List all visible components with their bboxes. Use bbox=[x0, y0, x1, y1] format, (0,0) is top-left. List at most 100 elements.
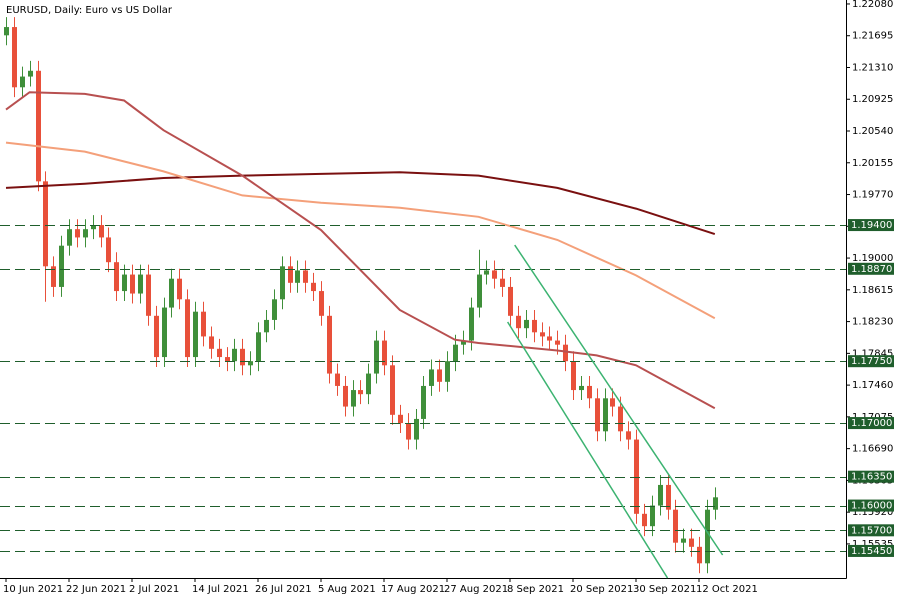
candle-body bbox=[343, 385, 348, 407]
candle-body bbox=[36, 70, 41, 182]
y-tick-label: 1.15920 bbox=[852, 507, 893, 518]
y-tick-label: 1.20155 bbox=[852, 158, 893, 169]
candle-body bbox=[295, 270, 300, 283]
x-tick-label: 5 Aug 2021 bbox=[318, 584, 376, 595]
candle-body bbox=[603, 398, 608, 432]
candle-body bbox=[335, 373, 340, 386]
level-label: 1.16000 bbox=[851, 501, 892, 512]
y-tick-label: 1.21695 bbox=[852, 31, 893, 42]
candle-body bbox=[579, 385, 584, 391]
candle-body bbox=[272, 299, 277, 320]
candle-body bbox=[492, 270, 497, 279]
candle-body bbox=[106, 237, 111, 263]
candle-body bbox=[256, 332, 261, 362]
candle-body bbox=[469, 307, 474, 341]
candle-body bbox=[555, 340, 560, 345]
candle-body bbox=[138, 274, 143, 294]
y-tick-label: 1.18230 bbox=[852, 317, 893, 328]
candle-body bbox=[689, 538, 694, 547]
candle-body bbox=[500, 278, 505, 287]
candle-body bbox=[193, 311, 198, 358]
candle-body bbox=[28, 70, 33, 77]
trendline bbox=[514, 244, 724, 556]
y-tick-label: 1.17845 bbox=[852, 348, 893, 359]
candle-body bbox=[398, 414, 403, 424]
candle-body bbox=[288, 266, 293, 283]
level-box bbox=[848, 417, 894, 430]
level-label: 1.15450 bbox=[851, 546, 892, 557]
candle-body bbox=[122, 274, 127, 292]
y-tick-label: 1.15535 bbox=[852, 539, 893, 550]
candle-body bbox=[563, 344, 568, 362]
candle-body bbox=[540, 332, 545, 337]
y-tick-label: 1.21310 bbox=[852, 62, 893, 73]
candle-body bbox=[429, 369, 434, 386]
candle-body bbox=[547, 336, 552, 341]
candle-body bbox=[51, 266, 56, 287]
candle-body bbox=[650, 505, 655, 527]
x-tick-label: 14 Jul 2021 bbox=[192, 584, 249, 595]
x-tick-label: 26 Jul 2021 bbox=[255, 584, 312, 595]
x-tick-label: 2 Jul 2021 bbox=[129, 584, 179, 595]
candle-body bbox=[358, 390, 363, 395]
candle-body bbox=[303, 270, 308, 283]
trendline bbox=[507, 321, 669, 579]
level-label: 1.17000 bbox=[851, 418, 892, 429]
candle-body bbox=[185, 299, 190, 358]
y-tick-label: 1.20540 bbox=[852, 126, 893, 137]
level-box bbox=[848, 219, 894, 232]
candle-body bbox=[209, 336, 214, 349]
candle-body bbox=[421, 385, 426, 419]
candle-body bbox=[4, 27, 9, 36]
candle-body bbox=[461, 340, 466, 345]
level-box bbox=[848, 499, 894, 512]
candle-body bbox=[366, 373, 371, 395]
candle-body bbox=[20, 76, 25, 88]
level-label: 1.15700 bbox=[851, 525, 892, 536]
candle-body bbox=[414, 418, 419, 440]
level-box bbox=[848, 262, 894, 275]
x-tick-label: 12 Oct 2021 bbox=[696, 584, 758, 595]
y-tick-label: 1.19770 bbox=[852, 190, 893, 201]
level-label: 1.17750 bbox=[851, 356, 892, 367]
candle-body bbox=[681, 538, 686, 543]
level-label: 1.19400 bbox=[851, 220, 892, 231]
level-box bbox=[848, 524, 894, 537]
candle-body bbox=[91, 225, 96, 230]
x-tick-label: 22 Jun 2021 bbox=[66, 584, 126, 595]
candle-body bbox=[217, 348, 222, 358]
candle-body bbox=[232, 348, 237, 362]
x-tick-label: 10 Jun 2021 bbox=[3, 584, 63, 595]
candle-body bbox=[595, 398, 600, 432]
candle-body bbox=[634, 439, 639, 514]
candle-body bbox=[571, 361, 576, 391]
candle-body bbox=[666, 484, 671, 510]
candle-body bbox=[673, 509, 678, 543]
y-tick-label: 1.19000 bbox=[852, 253, 893, 264]
candle-body bbox=[618, 406, 623, 432]
level-label: 1.18870 bbox=[851, 264, 892, 275]
candle-body bbox=[374, 340, 379, 374]
candle-body bbox=[705, 509, 710, 564]
candle-body bbox=[130, 274, 135, 294]
candle-body bbox=[390, 365, 395, 415]
candle-body bbox=[524, 319, 529, 329]
candle-body bbox=[248, 361, 253, 366]
candle-body bbox=[484, 270, 489, 275]
candle-body bbox=[67, 229, 72, 246]
candle-body bbox=[477, 274, 482, 308]
candle-body bbox=[146, 274, 151, 316]
candle-body bbox=[437, 369, 442, 382]
candle-body bbox=[445, 361, 450, 382]
candle-body bbox=[280, 266, 285, 300]
candle-body bbox=[626, 431, 631, 440]
candle-body bbox=[99, 225, 104, 238]
candle-body bbox=[75, 229, 80, 238]
chart-title: EURUSD, Daily: Euro vs US Dollar bbox=[6, 5, 173, 16]
y-tick-label: 1.16690 bbox=[852, 444, 893, 455]
moving-average bbox=[5, 141, 716, 320]
y-tick-label: 1.17460 bbox=[852, 380, 893, 391]
candle-body bbox=[201, 311, 206, 337]
candle-body bbox=[311, 282, 316, 292]
